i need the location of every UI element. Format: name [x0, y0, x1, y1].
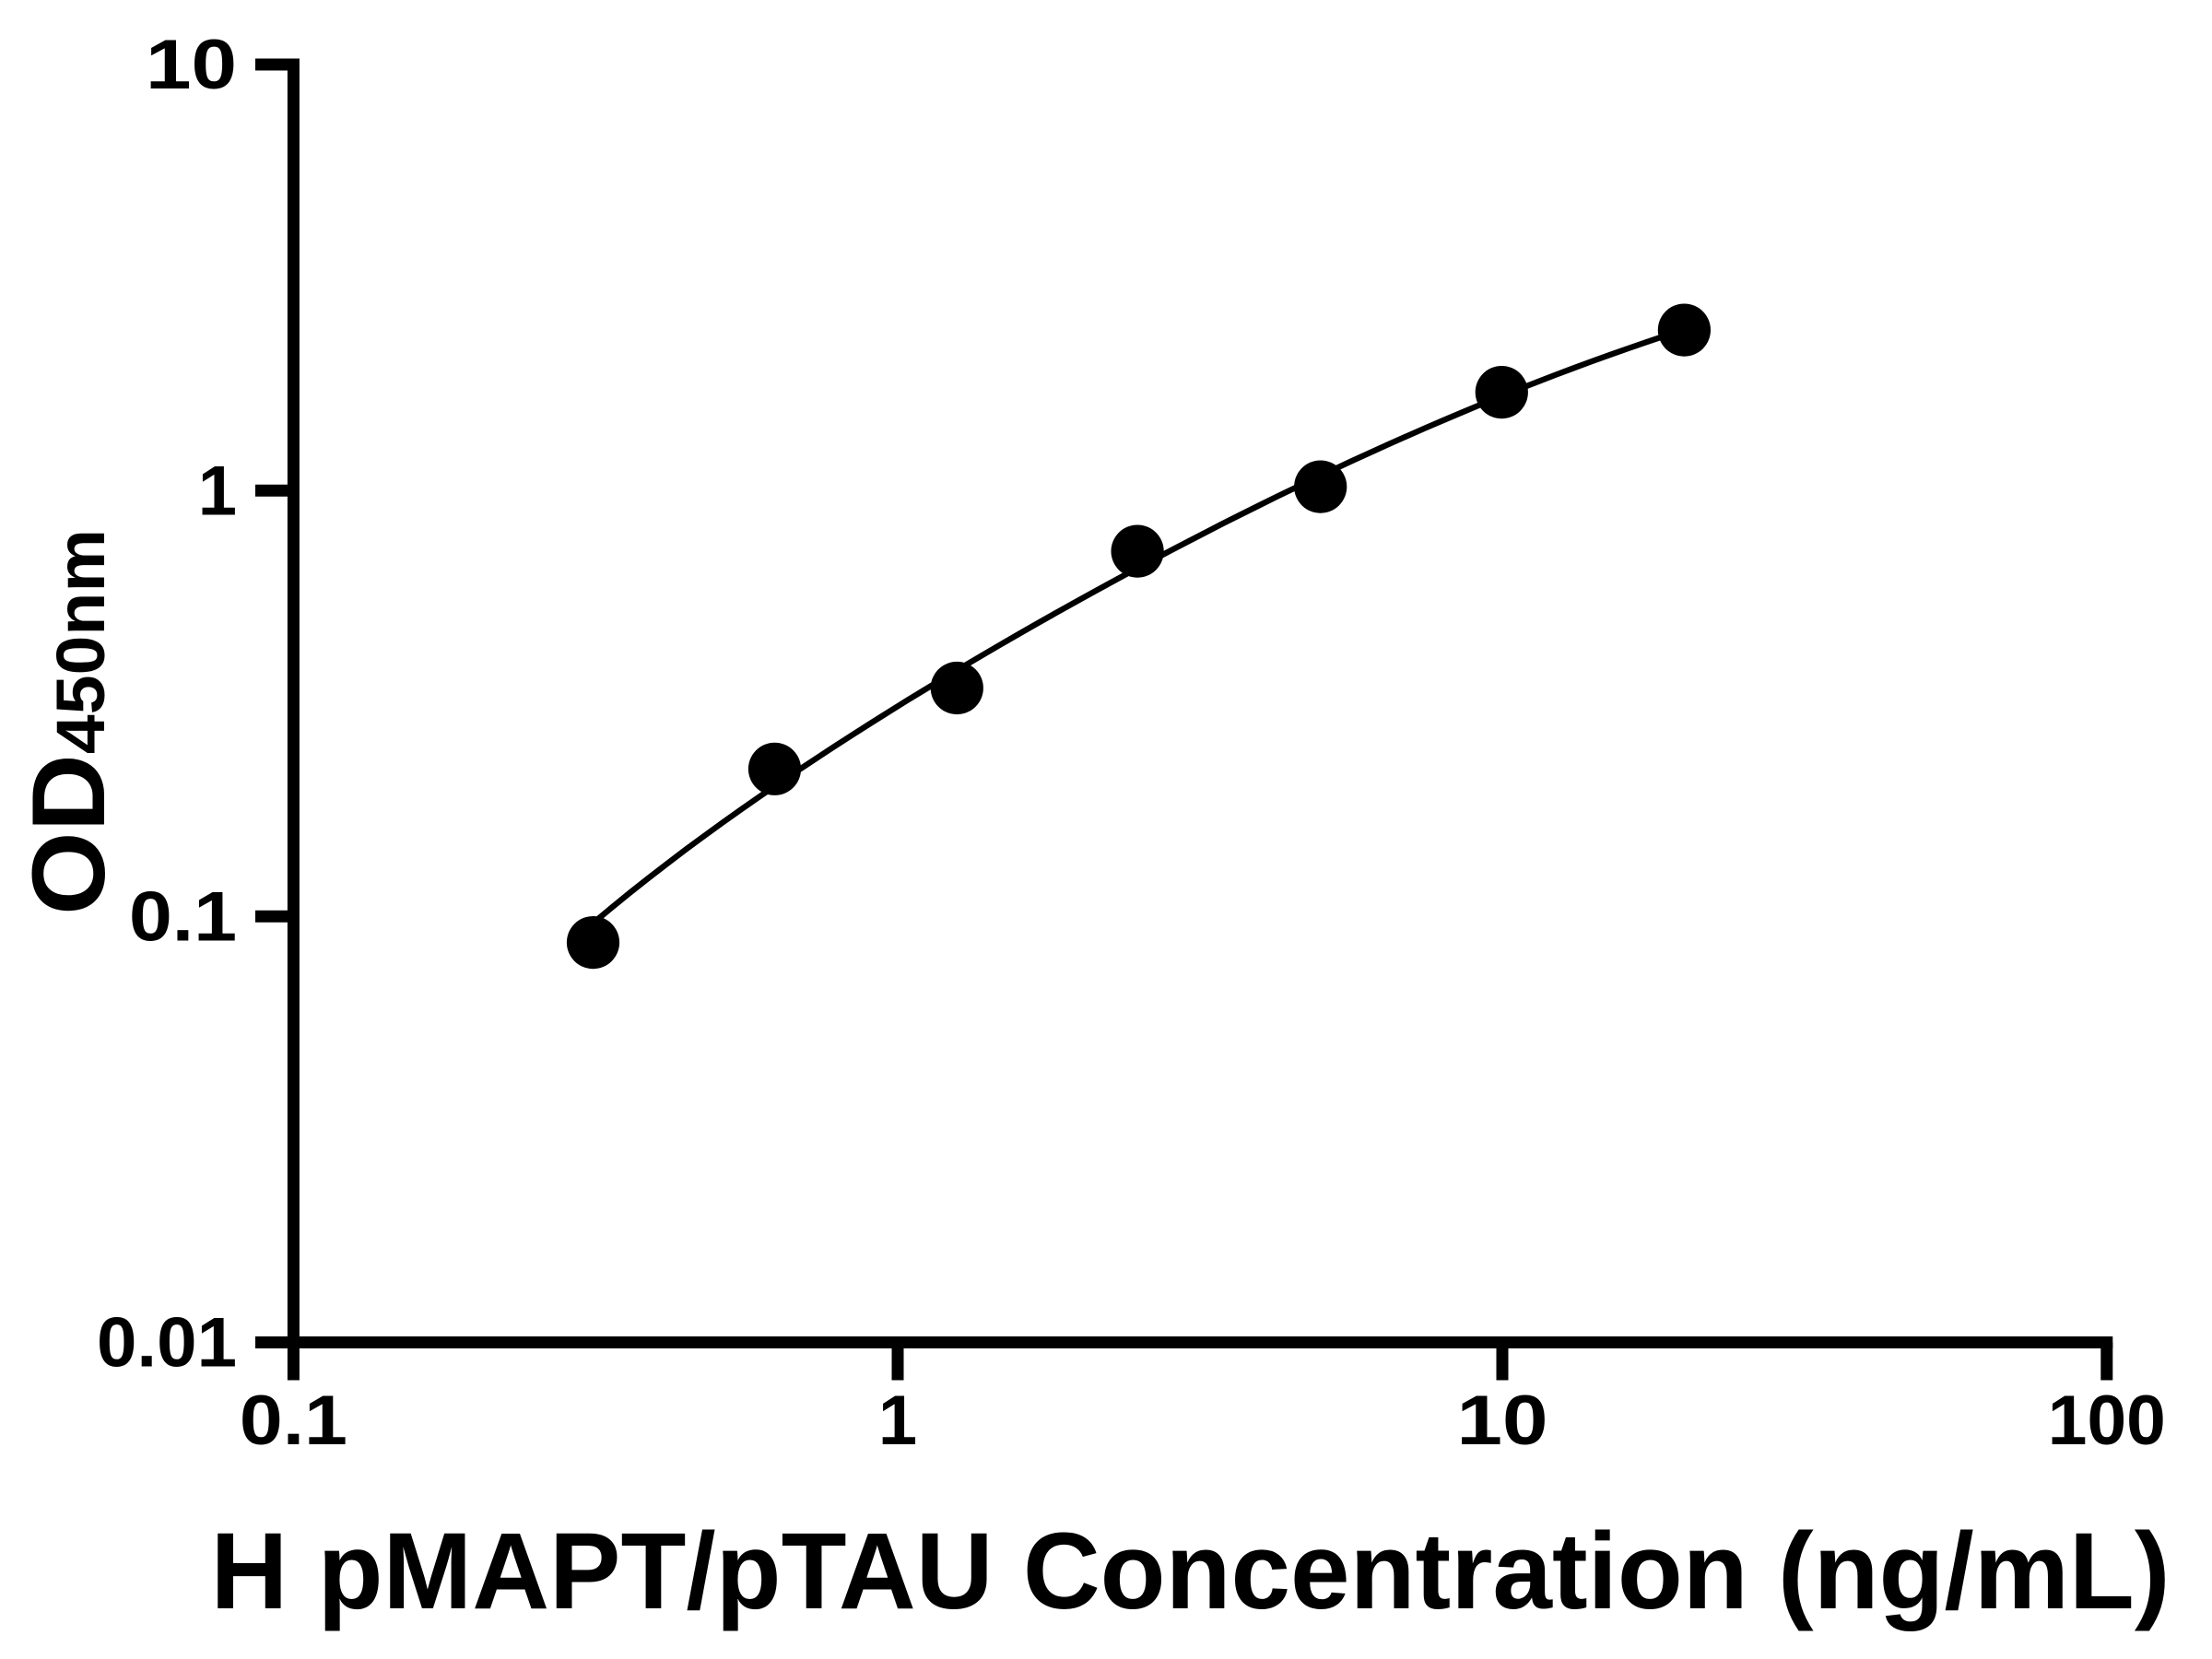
svg-text:1: 1	[198, 452, 237, 530]
svg-text:0.1: 0.1	[129, 877, 237, 956]
svg-text:100: 100	[2048, 1382, 2166, 1460]
svg-text:H pMAPT/pTAU Concentration (ng: H pMAPT/pTAU Concentration (ng/mL)	[211, 1511, 2171, 1632]
svg-text:1: 1	[878, 1382, 917, 1460]
svg-text:0.1: 0.1	[240, 1382, 347, 1460]
svg-text:10: 10	[146, 26, 237, 104]
svg-text:0.01: 0.01	[97, 1304, 237, 1382]
svg-text:10: 10	[1457, 1382, 1548, 1460]
